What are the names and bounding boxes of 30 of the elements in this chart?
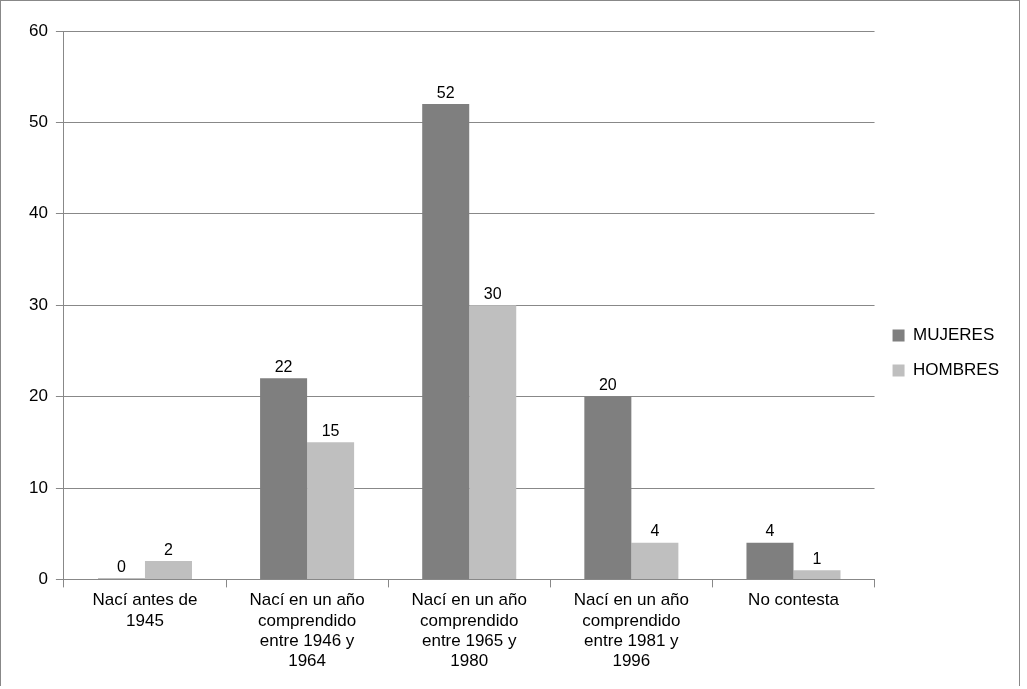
bar xyxy=(307,442,355,579)
x-tick-label: Nací en un año comprendido entre 1965 y 1980 xyxy=(411,590,527,671)
bar xyxy=(144,561,192,579)
x-tick-label: Nací antes de 1945 xyxy=(92,590,198,630)
y-tick-label: 40 xyxy=(28,203,48,223)
data-label: 1 xyxy=(812,549,822,567)
data-label: 22 xyxy=(274,357,293,375)
data-label: 15 xyxy=(321,421,340,439)
legend-label: MUJERES xyxy=(913,325,995,345)
data-label: 4 xyxy=(650,522,660,540)
data-label: 52 xyxy=(436,83,455,101)
data-label: 30 xyxy=(483,284,502,302)
data-label: 0 xyxy=(117,557,127,575)
x-tick-label: Nací en un año comprendido entre 1981 y 1996 xyxy=(573,590,690,671)
x-tick-label: No contesta xyxy=(748,590,840,610)
x-tick-label: Nací en un año comprendido entre 1946 y 1964 xyxy=(249,590,365,671)
bar xyxy=(746,542,794,579)
y-tick-label: 60 xyxy=(28,20,48,40)
legend-label: HOMBRES xyxy=(913,360,1000,380)
y-tick-label: 30 xyxy=(28,294,48,314)
y-tick-label: 50 xyxy=(28,112,48,132)
bar xyxy=(631,542,679,579)
y-tick-label: 10 xyxy=(28,477,48,497)
data-label: 2 xyxy=(164,540,174,558)
y-tick-label: 20 xyxy=(28,386,48,406)
bar xyxy=(469,305,517,579)
y-tick-label: 0 xyxy=(38,569,48,589)
data-label: 20 xyxy=(598,376,617,394)
data-label: 4 xyxy=(765,522,775,540)
bar xyxy=(793,570,841,579)
